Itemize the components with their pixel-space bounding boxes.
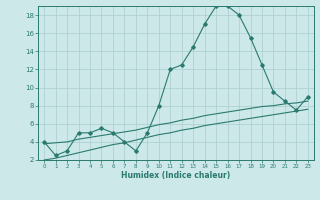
X-axis label: Humidex (Indice chaleur): Humidex (Indice chaleur)	[121, 171, 231, 180]
